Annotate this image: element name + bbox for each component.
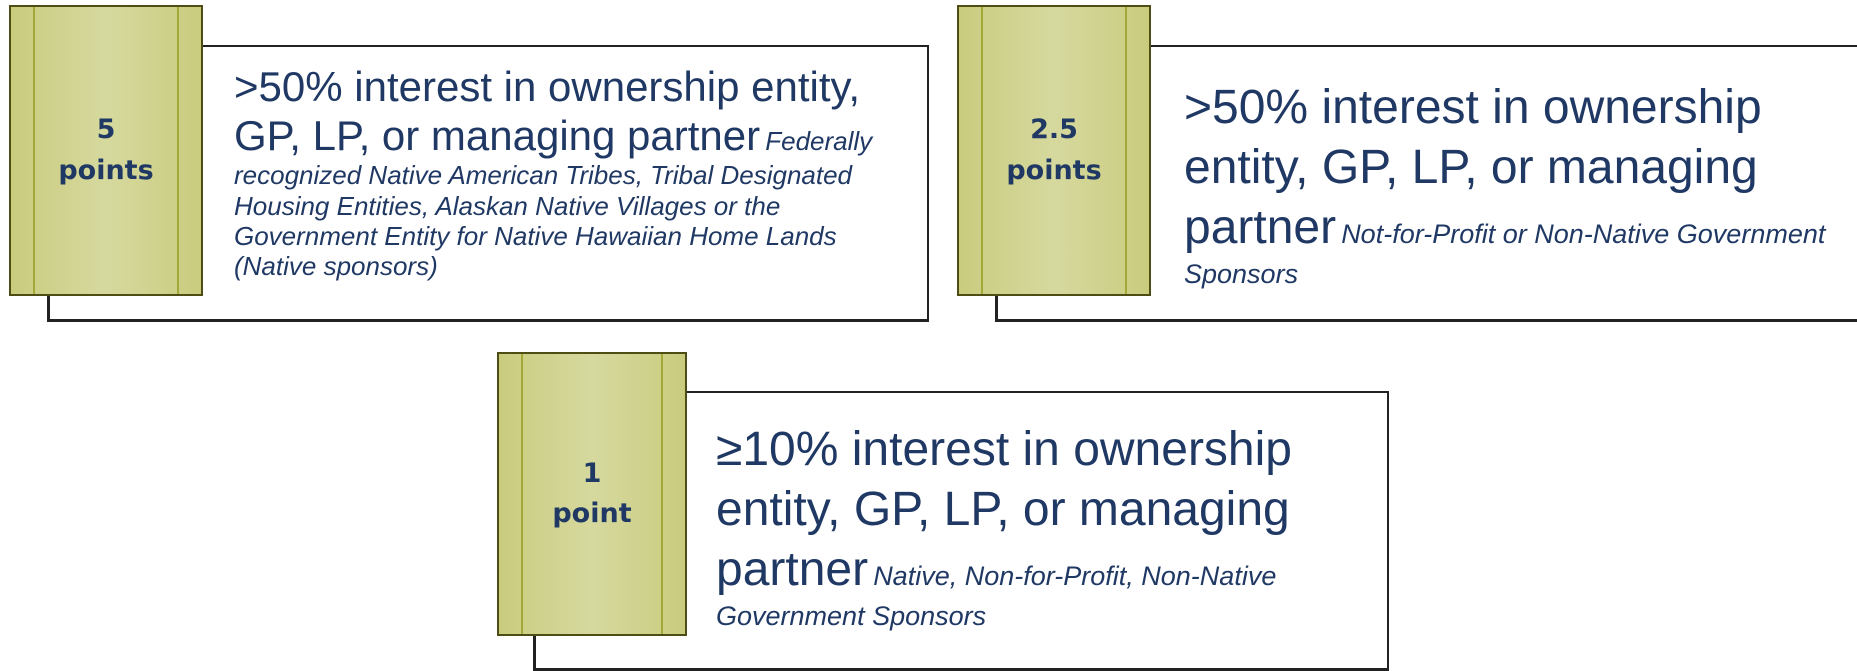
points-number: 1 <box>582 457 602 489</box>
points-number: 5 <box>96 114 116 145</box>
card-text: ≥10% interest in ownership entity, GP, L… <box>716 420 1356 634</box>
points-unit: points <box>58 154 154 186</box>
points-tag: 1 point <box>497 352 687 636</box>
card-text: >50% interest in ownership entity, GP, L… <box>234 62 924 282</box>
main-text: ≥10% interest in ownership entity, GP, L… <box>716 423 1292 596</box>
points-unit: points <box>1006 154 1102 186</box>
note-text: Not-for-Profit or Non-Native Government … <box>1184 219 1826 289</box>
points-tag: 5 points <box>9 5 203 296</box>
main-text: >50% interest in ownership entity, GP, L… <box>1184 81 1762 254</box>
note-text: Federally recognized Native American Tri… <box>234 126 873 282</box>
points-number: 2.5 <box>1030 114 1078 145</box>
main-text: >50% interest in ownership entity, GP, L… <box>234 63 861 160</box>
note-text: Native, Non-for-Profit, Non-Native Gover… <box>716 561 1277 631</box>
card-text: >50% interest in ownership entity, GP, L… <box>1184 78 1844 292</box>
points-tag: 2.5 points <box>957 5 1151 296</box>
points-unit: point <box>552 498 632 529</box>
